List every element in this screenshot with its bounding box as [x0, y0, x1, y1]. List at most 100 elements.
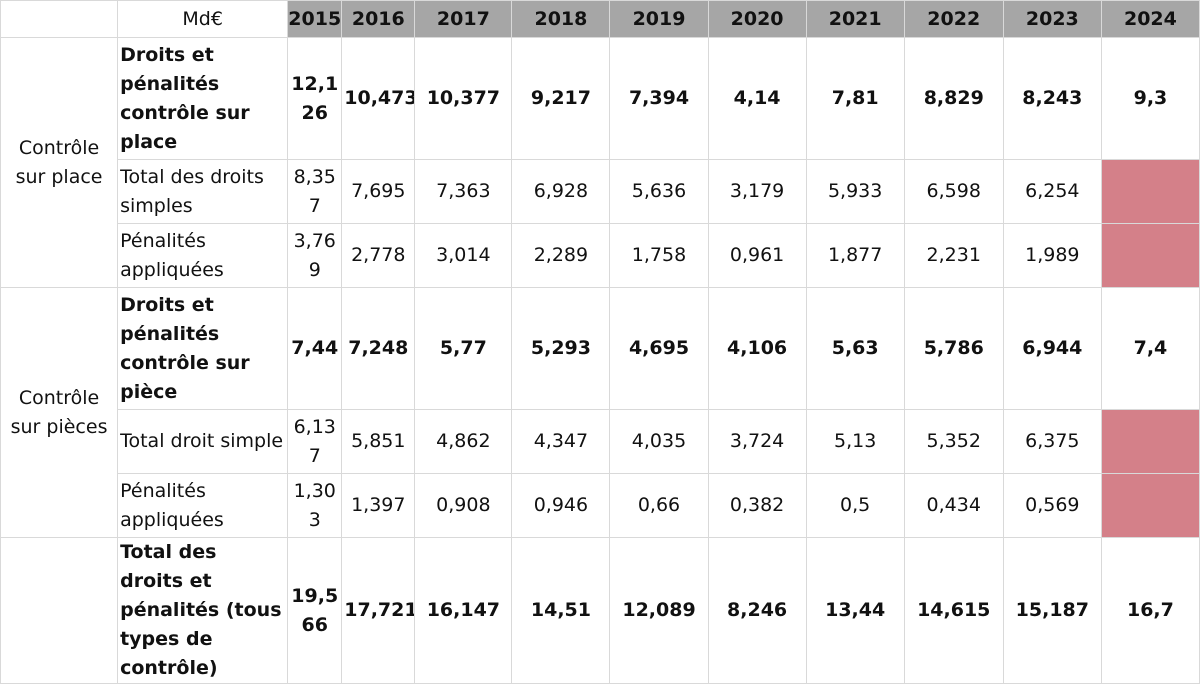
year-header-cell: 2018	[511, 0, 611, 38]
value-cell: 5,851	[341, 409, 416, 474]
total-value-cell: 14,615	[903, 537, 1004, 684]
value-cell: 5,13	[805, 409, 905, 474]
table-row: Total des droits simples 8,357 7,695 7,3…	[1, 159, 1200, 224]
value-cell: 3,179	[707, 159, 807, 224]
year-header-cell: 2022	[903, 0, 1004, 38]
table-row: Contrôle sur pièces Droits et pénalités …	[0, 287, 1200, 538]
value-cell: 0,5	[805, 473, 905, 538]
table-row: Total droit simple 6,137 5,851 4,862 4,3…	[1, 409, 1200, 474]
value-cell: 8,357	[287, 159, 343, 224]
total-value-cell: 8,246	[707, 537, 807, 684]
value-cell: 5,293	[511, 287, 611, 410]
year-header-cell: 2020	[707, 0, 807, 38]
value-cell: 0,66	[609, 473, 709, 538]
value-cell: 3,724	[707, 409, 807, 474]
missing-value-cell	[1100, 409, 1200, 474]
value-cell: 4,035	[609, 409, 709, 474]
row-label-cell: Total droit simple	[117, 409, 289, 474]
table-row: Pénalités appliquées 1,303 1,397 0,908 0…	[1, 473, 1200, 538]
row-label-cell: Droits et pénalités contrôle sur pièce	[117, 287, 289, 410]
value-cell: 7,695	[341, 159, 416, 224]
value-cell: 9,3	[1100, 37, 1200, 160]
row-label-cell: Pénalités appliquées	[117, 223, 289, 288]
value-cell: 6,598	[903, 159, 1004, 224]
row-label-cell: Total des droits simples	[117, 159, 289, 224]
value-cell: 2,778	[341, 223, 416, 288]
value-cell: 0,382	[707, 473, 807, 538]
empty-group-cell	[0, 537, 119, 684]
total-value-cell: 16,147	[414, 537, 513, 684]
year-header-cell: 2024	[1100, 0, 1200, 38]
group-label-cell: Contrôle sur pièces	[0, 287, 119, 538]
value-cell: 0,569	[1002, 473, 1102, 538]
value-cell: 2,231	[903, 223, 1004, 288]
value-cell: 3,769	[287, 223, 343, 288]
table-row: Contrôle sur place Droits et pénalités c…	[0, 37, 1200, 288]
value-cell: 1,397	[341, 473, 416, 538]
value-cell: 2,289	[511, 223, 611, 288]
value-cell: 0,946	[511, 473, 611, 538]
value-cell: 5,636	[609, 159, 709, 224]
empty-corner-cell	[0, 0, 119, 38]
year-header-cell: 2017	[414, 0, 513, 38]
value-cell: 9,217	[511, 37, 611, 160]
group-label-cell: Contrôle sur place	[0, 37, 119, 288]
value-cell: 12,126	[287, 37, 343, 160]
value-cell: 8,243	[1002, 37, 1102, 160]
value-cell: 6,944	[1002, 287, 1102, 410]
value-cell: 5,786	[903, 287, 1004, 410]
unit-header-cell: Md€	[117, 0, 289, 38]
value-cell: 7,81	[805, 37, 905, 160]
missing-value-cell	[1100, 159, 1200, 224]
value-cell: 10,377	[414, 37, 513, 160]
value-cell: 5,352	[903, 409, 1004, 474]
value-cell: 0,961	[707, 223, 807, 288]
total-value-cell: 16,7	[1100, 537, 1200, 684]
value-cell: 5,933	[805, 159, 905, 224]
year-header-cell: 2021	[805, 0, 905, 38]
row-label-cell: Droits et pénalités contrôle sur place	[117, 37, 289, 160]
total-value-cell: 14,51	[511, 537, 611, 684]
value-cell: 0,908	[414, 473, 513, 538]
value-cell: 3,014	[414, 223, 513, 288]
value-cell: 5,63	[805, 287, 905, 410]
value-cell: 7,363	[414, 159, 513, 224]
value-cell: 4,862	[414, 409, 513, 474]
year-header-cell: 2016	[341, 0, 416, 38]
value-cell: 4,347	[511, 409, 611, 474]
value-cell: 6,375	[1002, 409, 1102, 474]
value-cell: 1,877	[805, 223, 905, 288]
total-value-cell: 19,566	[287, 537, 343, 684]
value-cell: 6,254	[1002, 159, 1102, 224]
value-cell: 6,137	[287, 409, 343, 474]
value-cell: 7,44	[287, 287, 343, 410]
value-cell: 1,758	[609, 223, 709, 288]
year-header-cell: 2015	[287, 0, 343, 38]
total-row: Total des droits et pénalités (tous type…	[0, 537, 1200, 684]
header-row: Md€ 2015 2016 2017 2018 2019 2020 2021 2…	[0, 0, 1200, 38]
value-cell: 4,14	[707, 37, 807, 160]
value-cell: 7,4	[1100, 287, 1200, 410]
missing-value-cell	[1100, 223, 1200, 288]
total-value-cell: 13,44	[805, 537, 905, 684]
value-cell: 4,106	[707, 287, 807, 410]
value-cell: 10,473	[341, 37, 416, 160]
missing-value-cell	[1100, 473, 1200, 538]
value-cell: 4,695	[609, 287, 709, 410]
value-cell: 1,303	[287, 473, 343, 538]
total-value-cell: 15,187	[1002, 537, 1102, 684]
value-cell: 5,77	[414, 287, 513, 410]
total-value-cell: 17,721	[341, 537, 416, 684]
year-header-cell: 2023	[1002, 0, 1102, 38]
value-cell: 6,928	[511, 159, 611, 224]
table-row: Pénalités appliquées 3,769 2,778 3,014 2…	[1, 223, 1200, 288]
total-value-cell: 12,089	[609, 537, 709, 684]
value-cell: 0,434	[903, 473, 1004, 538]
value-cell: 7,394	[609, 37, 709, 160]
value-cell: 7,248	[341, 287, 416, 410]
row-label-cell: Pénalités appliquées	[117, 473, 289, 538]
value-cell: 8,829	[903, 37, 1004, 160]
value-cell: 1,989	[1002, 223, 1102, 288]
total-label-cell: Total des droits et pénalités (tous type…	[117, 537, 289, 684]
